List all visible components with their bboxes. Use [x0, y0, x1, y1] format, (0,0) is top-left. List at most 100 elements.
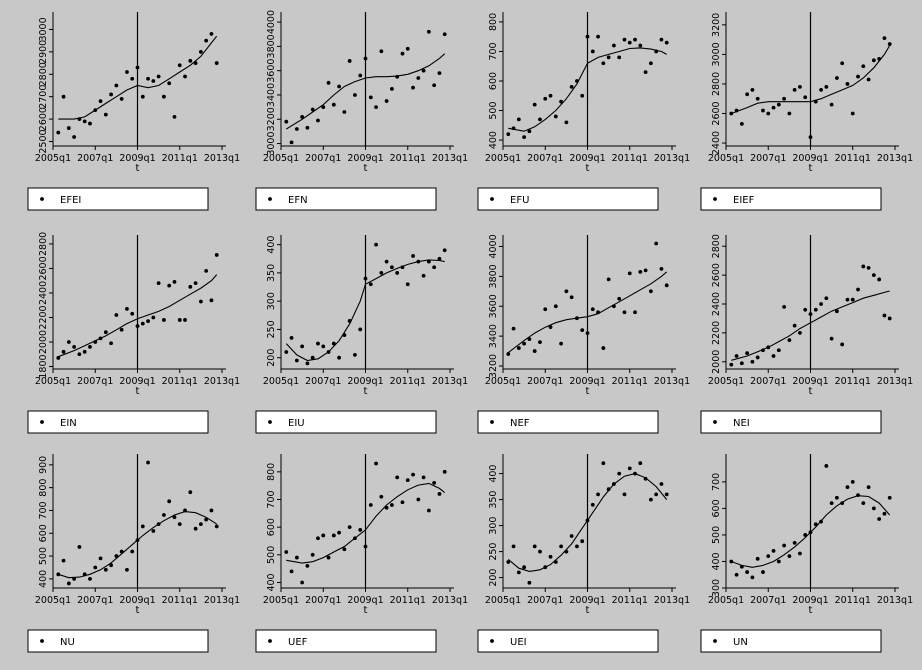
fit-line [285, 259, 445, 362]
y-tick-label: 2800 [38, 232, 49, 256]
data-point [829, 336, 834, 341]
data-point [745, 351, 750, 356]
x-tick-label: 2007q1 [305, 376, 341, 387]
data-point [358, 528, 363, 532]
x-tick-label: 2005q1 [263, 376, 299, 387]
data-point [321, 344, 326, 349]
data-point [506, 132, 511, 137]
data-point [538, 549, 542, 554]
y-tick-label: 700 [488, 42, 499, 60]
x-axis-title: t [364, 605, 368, 616]
y-tick-label: 200 [488, 569, 499, 587]
data-point [659, 482, 664, 486]
y-tick-label: 400 [266, 236, 277, 254]
data-point [750, 575, 755, 580]
data-point [580, 539, 585, 544]
legend-label: EIN [60, 418, 77, 429]
y-tick-label: 2400 [711, 292, 722, 316]
data-point [527, 337, 532, 342]
data-point [56, 572, 61, 577]
x-tick-label: 2009q1 [119, 376, 155, 387]
data-point [585, 518, 590, 523]
data-point [98, 336, 103, 341]
y-tick-label: 3200 [266, 107, 277, 131]
data-point [384, 259, 389, 264]
legend-marker [268, 639, 272, 643]
data-point [596, 34, 600, 39]
data-point [72, 576, 77, 581]
x-tick-label: 2013q1 [432, 376, 468, 387]
data-point [125, 307, 129, 311]
data-point [331, 533, 336, 538]
data-point [590, 49, 595, 54]
data-point [569, 534, 574, 538]
data-point [782, 543, 786, 548]
x-tick-label: 2011q1 [390, 153, 426, 164]
data-point [93, 340, 98, 344]
data-point [294, 358, 299, 363]
data-point [114, 83, 119, 88]
data-point [326, 80, 331, 85]
data-point [559, 544, 563, 549]
data-point [887, 316, 892, 321]
data-point [172, 114, 177, 119]
data-point [850, 111, 855, 116]
data-point [146, 319, 150, 324]
x-tick-label: 2009q1 [347, 153, 383, 164]
y-tick-label: 3400 [488, 324, 499, 348]
data-point [140, 94, 145, 99]
data-point [289, 140, 294, 145]
legend-label: EIU [288, 418, 305, 429]
data-point [734, 572, 739, 577]
y-tick-label: 500 [38, 547, 49, 565]
fit-line [286, 482, 446, 564]
legend-box [477, 629, 659, 653]
y-tick-label: 2400 [38, 281, 49, 305]
y-tick-label: 600 [711, 499, 722, 517]
data-point [664, 492, 669, 497]
data-point [824, 296, 829, 301]
data-point [871, 273, 876, 278]
data-point [437, 71, 442, 76]
data-point [745, 570, 750, 574]
data-point [654, 49, 659, 54]
legend-marker [40, 420, 44, 424]
data-point [426, 508, 431, 513]
x-axis-title: t [586, 163, 590, 174]
x-tick-label: 2011q1 [835, 376, 871, 387]
data-point [305, 563, 310, 568]
data-point [416, 259, 421, 264]
data-point [798, 330, 802, 335]
data-point [538, 340, 542, 345]
x-tick-label: 2011q1 [612, 376, 648, 387]
data-point [119, 549, 124, 554]
data-point [384, 99, 389, 103]
data-point [390, 86, 394, 91]
y-tick-label: 2900 [38, 40, 49, 64]
legend: UEI [477, 629, 659, 653]
y-tick-label: 3200 [711, 13, 722, 37]
data-point [204, 517, 209, 522]
y-tick-label: 3000 [711, 42, 722, 66]
legend: NU [27, 629, 209, 653]
y-tick-label: 2000 [38, 330, 49, 354]
legend-box [700, 629, 882, 653]
y-tick-label: 350 [488, 491, 499, 509]
data-point [861, 501, 866, 506]
x-tick-label: 2011q1 [162, 153, 198, 164]
data-point [627, 466, 632, 471]
data-point [585, 331, 590, 336]
data-point [119, 327, 124, 332]
fit-line [508, 47, 667, 132]
x-tick-label: 2013q1 [654, 153, 690, 164]
y-tick-label: 400 [488, 465, 499, 483]
x-tick-label: 2009q1 [569, 376, 605, 387]
data-point [310, 355, 315, 360]
legend-label: EFN [288, 195, 308, 206]
y-tick-label: 400 [711, 552, 722, 570]
data-point [803, 95, 808, 100]
data-point [813, 99, 818, 104]
data-point [553, 560, 558, 564]
